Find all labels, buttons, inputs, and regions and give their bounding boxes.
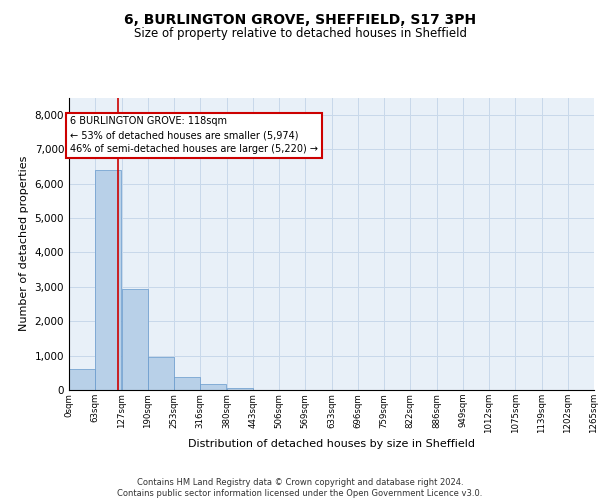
Bar — [148, 356, 174, 390]
Bar — [174, 378, 200, 390]
Text: 6, BURLINGTON GROVE, SHEFFIELD, S17 3PH: 6, BURLINGTON GROVE, SHEFFIELD, S17 3PH — [124, 12, 476, 26]
Y-axis label: Number of detached properties: Number of detached properties — [19, 156, 29, 332]
Bar — [227, 388, 253, 390]
Text: Size of property relative to detached houses in Sheffield: Size of property relative to detached ho… — [133, 28, 467, 40]
Text: Contains HM Land Registry data © Crown copyright and database right 2024.
Contai: Contains HM Land Registry data © Crown c… — [118, 478, 482, 498]
Text: 6 BURLINGTON GROVE: 118sqm
← 53% of detached houses are smaller (5,974)
46% of s: 6 BURLINGTON GROVE: 118sqm ← 53% of deta… — [70, 116, 318, 154]
X-axis label: Distribution of detached houses by size in Sheffield: Distribution of detached houses by size … — [188, 438, 475, 448]
Bar — [95, 170, 121, 390]
Bar — [200, 384, 226, 390]
Bar — [122, 289, 148, 390]
Bar — [69, 368, 95, 390]
